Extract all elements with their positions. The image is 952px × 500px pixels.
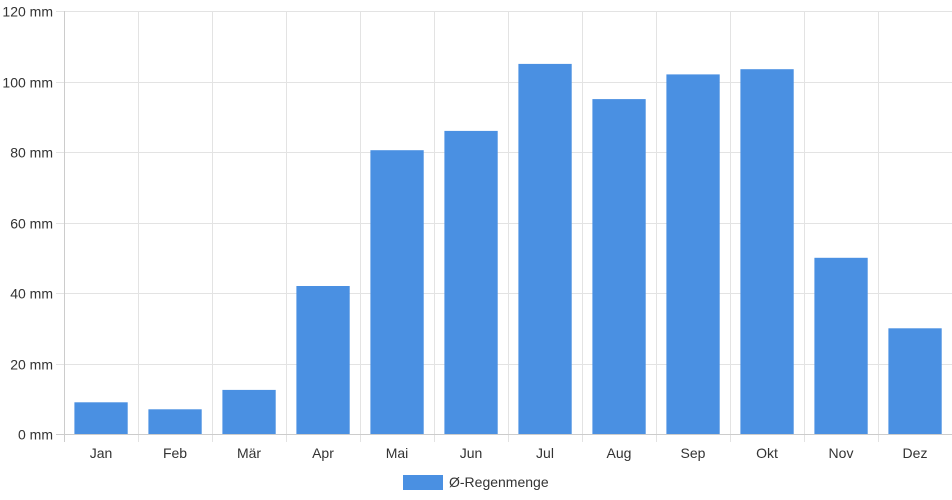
axes: [56, 11, 952, 442]
x-tick-label: Dez: [903, 445, 928, 461]
bar-mär[interactable]: [222, 389, 276, 434]
bar-apr[interactable]: [296, 286, 350, 434]
x-tick-label: Sep: [681, 445, 706, 461]
y-tick-label: 120 mm: [2, 4, 53, 20]
x-tick-label: Mär: [237, 445, 261, 461]
x-tick-label: Feb: [163, 445, 187, 461]
x-tick-label: Apr: [312, 445, 334, 461]
y-tick-label: 60 mm: [10, 216, 53, 232]
x-tick-label: Mai: [386, 445, 409, 461]
legend-label[interactable]: Ø-Regenmenge: [449, 474, 549, 490]
x-tick-label: Nov: [829, 445, 854, 461]
bar-jan[interactable]: [74, 402, 128, 434]
legend-swatch[interactable]: [403, 475, 443, 490]
bars: [74, 63, 942, 435]
x-tick-label: Okt: [756, 445, 778, 461]
legend[interactable]: Ø-Regenmenge: [403, 474, 549, 490]
bar-sep[interactable]: [666, 74, 720, 435]
x-tick-label: Jul: [536, 445, 554, 461]
bar-jul[interactable]: [518, 63, 572, 435]
grid-lines: [56, 11, 952, 442]
bar-jun[interactable]: [444, 130, 498, 434]
bar-aug[interactable]: [592, 99, 646, 434]
bar-dez[interactable]: [888, 328, 942, 435]
bar-feb[interactable]: [148, 409, 202, 434]
x-tick-label: Jan: [90, 445, 113, 461]
x-axis-tick-labels: Jan Feb Mär Apr Mai Jun Jul Aug Sep Okt Nov Dez: [90, 445, 928, 461]
y-tick-label: 100 mm: [2, 75, 53, 91]
bar-mai[interactable]: [370, 150, 424, 434]
y-axis-tick-labels: 0 mm 20 mm 40 mm 60 mm 80 mm 100 mm 120 mm: [2, 4, 53, 443]
y-tick-label: 0 mm: [18, 427, 53, 443]
y-tick-label: 80 mm: [10, 145, 53, 161]
bar-nov[interactable]: [814, 257, 868, 435]
y-tick-label: 20 mm: [10, 357, 53, 373]
x-tick-label: Jun: [460, 445, 483, 461]
y-tick-label: 40 mm: [10, 286, 53, 302]
x-tick-label: Aug: [607, 445, 632, 461]
bar-okt[interactable]: [740, 69, 794, 434]
